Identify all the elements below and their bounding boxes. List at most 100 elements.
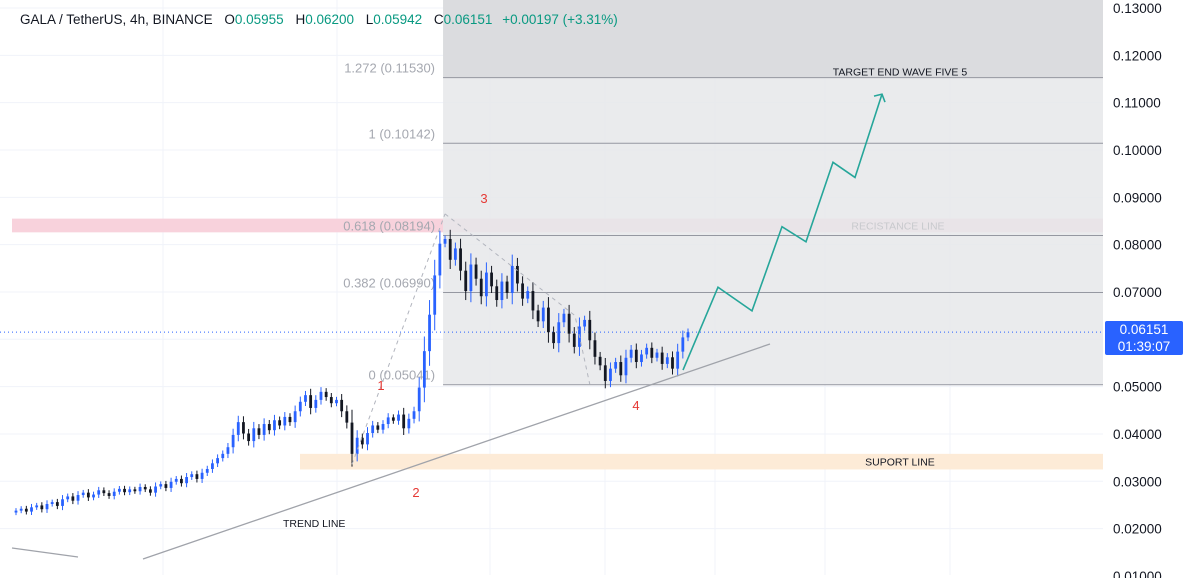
candle bbox=[500, 281, 504, 301]
candle bbox=[386, 417, 390, 425]
price-tick-label: 0.04000 bbox=[1113, 427, 1162, 442]
candle bbox=[350, 422, 354, 454]
candle bbox=[211, 463, 214, 469]
drawings[interactable]: TREND LINE 1 2 3 4 TARGET END WAVE FIVE 5 bbox=[11, 67, 968, 560]
price-axis-bg bbox=[1103, 0, 1200, 578]
candle bbox=[262, 424, 266, 435]
candle bbox=[516, 265, 519, 284]
candle bbox=[40, 505, 44, 510]
candle bbox=[133, 489, 137, 492]
candle bbox=[583, 319, 587, 327]
candle bbox=[655, 352, 659, 358]
target-label: TARGET END WAVE FIVE 5 bbox=[833, 67, 968, 79]
candle bbox=[547, 307, 550, 333]
low-value: 0.05942 bbox=[373, 12, 423, 27]
candle bbox=[195, 474, 199, 479]
candle bbox=[572, 333, 576, 347]
support-zone bbox=[300, 453, 1103, 470]
candle bbox=[55, 502, 59, 506]
candle bbox=[588, 319, 592, 341]
candle bbox=[293, 411, 297, 423]
candle bbox=[174, 478, 178, 482]
last-price-tag: 0.06151 01:39:07 bbox=[1105, 321, 1183, 356]
candle bbox=[298, 401, 302, 412]
candle bbox=[640, 354, 643, 363]
price-tick-label: 0.13000 bbox=[1113, 1, 1162, 16]
candle bbox=[469, 264, 473, 292]
candle bbox=[552, 332, 555, 344]
candle bbox=[676, 351, 680, 369]
projection-arrowhead bbox=[873, 93, 886, 103]
candle bbox=[30, 507, 33, 512]
bar-countdown: 01:39:07 bbox=[1117, 339, 1171, 355]
candle bbox=[505, 281, 509, 293]
price-tick-label: 0.11000 bbox=[1113, 96, 1161, 111]
candle bbox=[381, 424, 385, 430]
trend-line-label: TREND LINE bbox=[283, 518, 345, 530]
fib-level-label: 0.618 (0.08194) bbox=[343, 218, 435, 233]
candle bbox=[247, 433, 251, 442]
wave-connector bbox=[444, 213, 591, 385]
candle bbox=[154, 486, 157, 493]
projection-path bbox=[682, 93, 883, 371]
candle bbox=[169, 481, 173, 488]
candle bbox=[428, 314, 431, 352]
trend-line bbox=[142, 343, 771, 560]
candle bbox=[629, 349, 633, 358]
old-trend-line bbox=[11, 547, 79, 558]
candle bbox=[417, 387, 421, 412]
candle bbox=[681, 337, 685, 352]
candle bbox=[117, 488, 121, 492]
candle bbox=[660, 352, 664, 364]
candle bbox=[61, 499, 64, 506]
candle bbox=[45, 504, 49, 510]
candle bbox=[443, 238, 447, 244]
open-label: O bbox=[224, 12, 235, 27]
symbol-header: GALA / TetherUS, 4h, BINANCE O0.05955 H0… bbox=[20, 12, 618, 27]
candle bbox=[19, 508, 23, 511]
candle bbox=[490, 272, 493, 287]
candle bbox=[50, 502, 54, 505]
wave-label-1: 1 bbox=[377, 378, 384, 393]
candle bbox=[335, 399, 338, 404]
candle bbox=[495, 286, 499, 301]
candle bbox=[562, 313, 566, 323]
candle bbox=[438, 243, 442, 276]
candle bbox=[185, 477, 188, 484]
candle bbox=[190, 474, 194, 478]
wave-label-4: 4 bbox=[632, 398, 639, 413]
candle bbox=[66, 496, 70, 500]
candle bbox=[619, 362, 623, 376]
fib-level-label: 1 (0.10142) bbox=[369, 126, 436, 141]
candle bbox=[278, 420, 282, 426]
candle bbox=[304, 395, 307, 402]
price-axis[interactable]: 0.13000 0.12000 0.11000 0.10000 0.09000 0.080… bbox=[1103, 0, 1200, 583]
change-value: +0.00197 (+3.31%) bbox=[502, 12, 618, 27]
candle bbox=[14, 510, 18, 513]
fib-levels: 0 (0.05041) 0.382 (0.06990) 0.618 (0.08194… bbox=[343, 0, 1103, 386]
candle bbox=[609, 368, 612, 381]
candle bbox=[593, 340, 597, 357]
candle bbox=[107, 493, 111, 496]
candle bbox=[567, 313, 571, 334]
candle bbox=[112, 491, 116, 496]
candle bbox=[164, 484, 168, 488]
candle bbox=[329, 397, 333, 404]
price-tick-label: 0.07000 bbox=[1113, 285, 1162, 300]
candle bbox=[624, 357, 628, 376]
price-tick-label: 0.03000 bbox=[1113, 474, 1162, 489]
candles[interactable] bbox=[14, 229, 690, 516]
candle bbox=[24, 508, 28, 512]
price-tick-label: 0.02000 bbox=[1113, 522, 1162, 537]
candle bbox=[273, 420, 276, 431]
candle bbox=[402, 414, 406, 429]
candle bbox=[143, 486, 147, 490]
candle bbox=[422, 351, 426, 388]
candle bbox=[448, 238, 452, 260]
candle bbox=[412, 411, 416, 419]
candle bbox=[474, 264, 478, 279]
candle bbox=[485, 272, 488, 297]
candle bbox=[598, 356, 602, 366]
